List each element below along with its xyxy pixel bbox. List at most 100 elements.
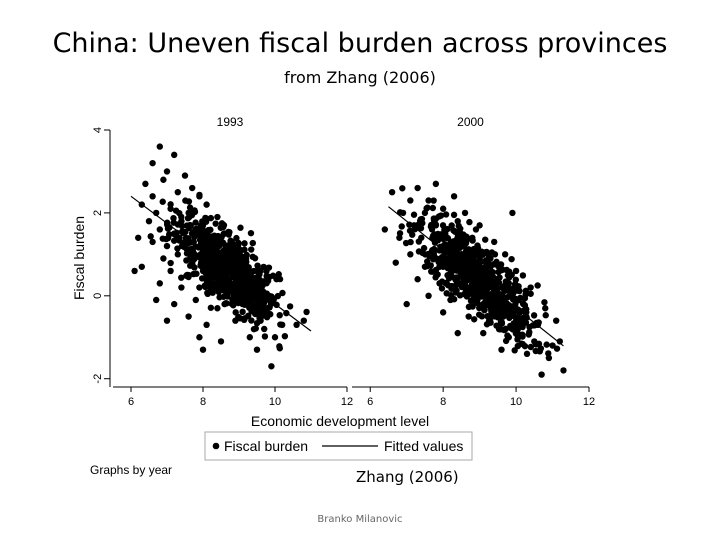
scatter-point	[399, 185, 406, 192]
scatter-point	[549, 342, 556, 349]
scatter-point	[489, 273, 496, 280]
scatter-point	[192, 296, 199, 304]
scatter-point	[476, 222, 483, 229]
scatter-point	[463, 250, 470, 258]
panel-2000: 2000 6 8 10 12	[352, 115, 595, 408]
y-tick-label: 4	[92, 127, 104, 133]
scatter-point	[437, 243, 444, 251]
scatter-point	[167, 267, 174, 275]
scatter-point	[142, 180, 149, 188]
scatter-point	[217, 338, 225, 345]
scatter-point	[131, 267, 138, 275]
scatter-point	[495, 268, 502, 276]
slide-title: China: Uneven fiscal burden across provi…	[52, 28, 668, 59]
scatter-point	[255, 312, 263, 319]
scatter-point	[204, 290, 211, 298]
scatter-point	[275, 271, 282, 278]
scatter-point	[269, 272, 277, 279]
scatter-point	[470, 316, 478, 323]
scatter-point	[427, 250, 434, 257]
legend-label-fiscal-burden: Fiscal burden	[224, 438, 308, 454]
scatter-point	[508, 323, 516, 330]
scatter-point	[230, 267, 237, 274]
scatter-point	[167, 201, 174, 208]
scatter-point	[249, 285, 257, 293]
scatter-point	[198, 263, 206, 270]
scatter-point	[248, 317, 255, 324]
scatter-point	[423, 205, 430, 212]
scatter-point	[407, 251, 414, 258]
scatter-point	[203, 263, 211, 270]
scatter-point	[182, 234, 190, 242]
scatter-point	[504, 293, 512, 301]
scatter-point	[212, 252, 219, 260]
scatter-point	[512, 295, 519, 303]
scatter-point	[476, 256, 484, 263]
scatter-point	[156, 280, 163, 287]
scatter-point	[530, 312, 538, 319]
scatter-point	[388, 188, 396, 196]
scatter-point	[149, 193, 156, 200]
scatter-point	[461, 290, 468, 298]
scatter-point	[415, 248, 423, 255]
scatter-point	[174, 188, 181, 196]
x-tick-label: 8	[200, 396, 206, 408]
scatter-point	[535, 340, 543, 348]
scatter-point	[238, 247, 245, 254]
scatter-point	[196, 191, 203, 199]
scatter-point	[145, 217, 153, 225]
scatter-point	[147, 233, 154, 240]
x-tick-label: 12	[583, 396, 595, 408]
scatter-point	[149, 238, 156, 246]
scatter-point	[545, 350, 552, 357]
scatter-point	[220, 247, 227, 255]
scatter-point	[491, 238, 498, 246]
scatter-point	[515, 316, 522, 324]
scatter-point	[511, 280, 519, 288]
scatter-point	[260, 300, 267, 308]
scatter-point	[407, 238, 414, 246]
y-axis-label: Fiscal burden	[71, 216, 87, 300]
scatter-point	[196, 334, 203, 341]
scatter-point	[160, 176, 167, 183]
scatter-point	[503, 299, 510, 307]
scatter-point	[430, 197, 437, 204]
scatter-point	[199, 226, 206, 233]
scatter-point	[203, 256, 210, 263]
scatter-point	[470, 260, 478, 268]
scatter-point	[450, 211, 458, 219]
scatter-point	[173, 229, 180, 237]
scatter-point	[452, 289, 460, 296]
x-tick-label: 12	[341, 396, 353, 408]
scatter-point	[192, 219, 199, 226]
scatter-point	[502, 307, 509, 315]
scatter-point	[171, 300, 178, 308]
scatter-point	[276, 275, 284, 283]
scatter-point	[243, 262, 250, 270]
scatter-point	[163, 317, 171, 324]
scatter-point	[237, 252, 244, 259]
scatter-point	[456, 266, 464, 273]
scatter-point	[221, 258, 228, 265]
x-tick-label: 10	[269, 396, 281, 408]
scatter-point	[450, 227, 457, 234]
scatter-point	[469, 303, 476, 310]
scatter-point	[448, 241, 455, 248]
scatter-point	[271, 334, 279, 341]
scatter-point	[502, 325, 509, 333]
scatter-point	[187, 238, 194, 246]
scatter-point	[469, 237, 476, 244]
scatter-point	[228, 247, 235, 255]
scatter-point	[254, 266, 262, 273]
scatter-point	[249, 253, 256, 261]
scatter-point	[512, 300, 519, 308]
scatter-point	[519, 272, 527, 279]
scatter-point	[173, 235, 180, 242]
scatter-point	[498, 320, 506, 327]
scatter-point	[263, 293, 270, 301]
x-tick-label: 10	[510, 396, 522, 408]
scatter-point	[454, 242, 461, 249]
scatter-point	[490, 261, 497, 268]
scatter-point	[198, 275, 206, 282]
